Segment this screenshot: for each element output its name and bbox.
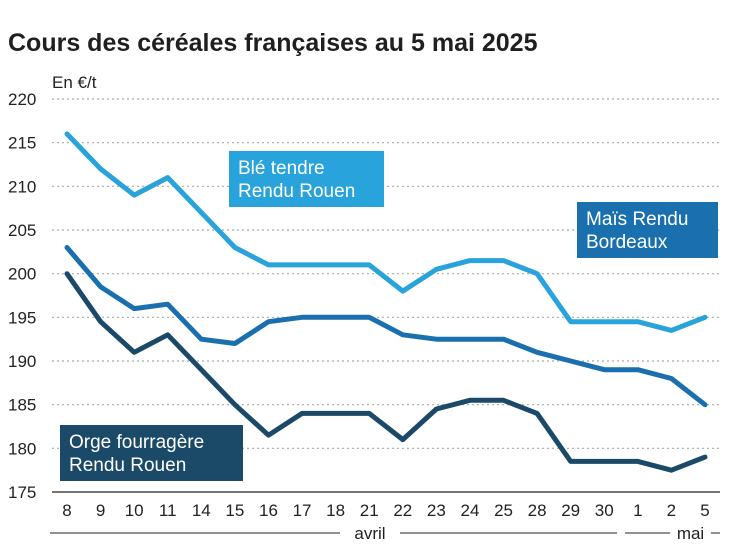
y-tick-label: 175	[8, 483, 36, 502]
series-line-0	[64, 131, 708, 333]
y-tick-label: 215	[8, 134, 36, 153]
series-label-text: Bordeaux	[586, 232, 668, 253]
series-lines	[64, 131, 708, 473]
x-tick-label: 21	[360, 501, 379, 520]
x-tick-label: 17	[293, 501, 312, 520]
x-tick-label: 2	[667, 501, 676, 520]
series-line-2	[64, 271, 708, 473]
series-label-box	[229, 151, 384, 207]
y-tick-label: 220	[8, 90, 36, 109]
x-tick-label: 1	[633, 501, 642, 520]
x-tick-label: 22	[393, 501, 412, 520]
x-tick-label: 15	[225, 501, 244, 520]
y-tick-label: 185	[8, 396, 36, 415]
x-tick-label: 5	[700, 501, 709, 520]
x-tick-label: 25	[494, 501, 513, 520]
x-tick-label: 11	[159, 501, 177, 520]
y-tick-label: 200	[8, 265, 36, 284]
x-tick-label: 16	[259, 501, 278, 520]
x-tick-label: 9	[96, 501, 105, 520]
x-tick-label: 30	[595, 501, 614, 520]
y-tick-label: 210	[8, 177, 36, 196]
y-axis-unit-label: En €/t	[52, 73, 97, 92]
x-tick-label: 8	[62, 501, 71, 520]
x-tick-label: 24	[460, 501, 479, 520]
y-tick-label: 190	[8, 352, 36, 371]
x-tick-label: 14	[192, 501, 211, 520]
gridlines	[52, 98, 720, 449]
y-tick-label: 180	[8, 439, 36, 458]
series-label-text: Rendu Rouen	[238, 181, 355, 202]
series-label-box	[60, 425, 243, 481]
x-tick-label: 10	[125, 501, 144, 520]
month-label: avril	[354, 524, 385, 543]
chart-title: Cours des céréales françaises au 5 mai 2…	[8, 29, 538, 57]
x-axis-ticks: 8 9 10 11 14 15 16 17 18 21 22 23 24 25 28 29 30 1 2 5	[62, 501, 709, 520]
x-tick-label: 28	[528, 501, 547, 520]
series-label-text: Blé tendre	[238, 158, 325, 179]
x-tick-label: 23	[427, 501, 446, 520]
month-label: mai	[677, 524, 704, 543]
x-tick-label: 18	[326, 501, 345, 520]
y-tick-label: 195	[8, 308, 36, 327]
x-tick-label: 29	[561, 501, 580, 520]
y-axis-ticks: 175 180 185 190 195 200 205 210 215 220	[8, 90, 36, 502]
series-line-1	[64, 245, 708, 408]
series-label-text: Rendu Rouen	[69, 455, 186, 476]
series-label-text: Maïs Rendu	[586, 209, 688, 230]
series-label-box	[577, 202, 718, 258]
y-tick-label: 205	[8, 221, 36, 240]
series-label-text: Orge fourragère	[69, 432, 204, 453]
month-labels: avril mai	[50, 524, 720, 543]
